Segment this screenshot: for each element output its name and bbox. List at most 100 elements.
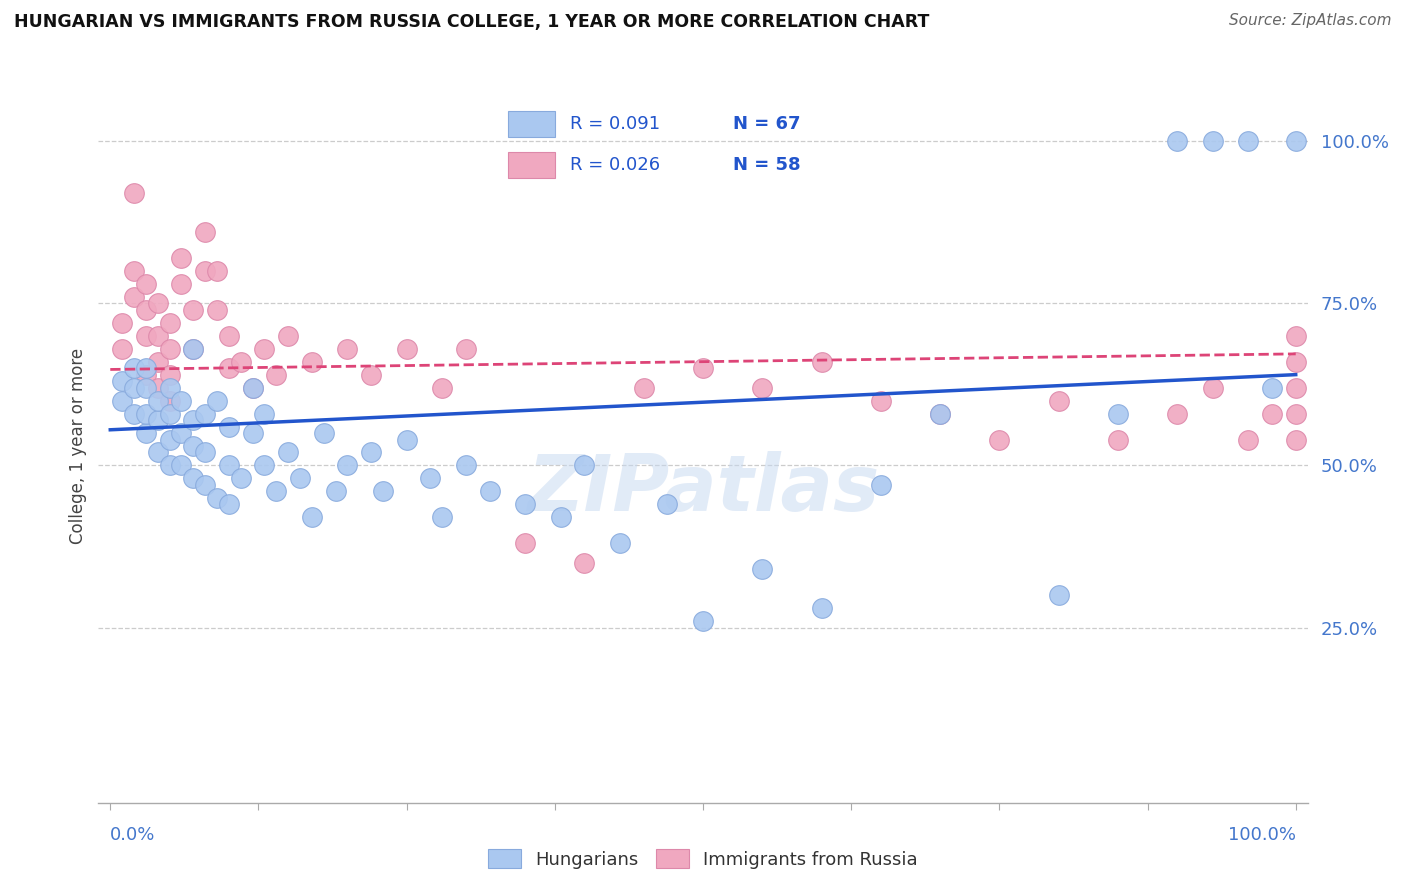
Point xyxy=(170,425,193,440)
Point xyxy=(657,497,679,511)
Point xyxy=(1237,433,1260,447)
Point xyxy=(159,458,181,473)
Point xyxy=(111,393,134,408)
Point xyxy=(194,264,217,278)
Point xyxy=(454,458,477,473)
Point xyxy=(360,445,382,459)
Y-axis label: College, 1 year or more: College, 1 year or more xyxy=(69,348,87,544)
Point xyxy=(432,381,454,395)
Point xyxy=(146,413,169,427)
Point xyxy=(692,614,714,628)
Point xyxy=(810,354,832,368)
Point xyxy=(312,425,335,440)
Point xyxy=(419,471,441,485)
Point xyxy=(574,556,596,570)
Point xyxy=(1285,354,1308,368)
Point xyxy=(609,536,631,550)
Point xyxy=(135,302,157,317)
Point xyxy=(242,425,264,440)
Point xyxy=(218,419,240,434)
Point xyxy=(135,407,157,421)
Point xyxy=(869,478,891,492)
Point xyxy=(288,471,311,485)
Point xyxy=(1285,381,1308,395)
Point xyxy=(218,361,240,376)
Point xyxy=(515,536,537,550)
Text: 0.0%: 0.0% xyxy=(110,825,156,844)
Point xyxy=(170,458,193,473)
Point xyxy=(1261,381,1284,395)
Point xyxy=(301,510,323,524)
Point xyxy=(229,354,252,368)
Point xyxy=(810,601,832,615)
Point xyxy=(135,425,157,440)
Point xyxy=(205,302,228,317)
Point xyxy=(242,381,264,395)
Point xyxy=(371,484,394,499)
Point xyxy=(454,342,477,356)
Text: HUNGARIAN VS IMMIGRANTS FROM RUSSIA COLLEGE, 1 YEAR OR MORE CORRELATION CHART: HUNGARIAN VS IMMIGRANTS FROM RUSSIA COLL… xyxy=(14,13,929,31)
Point xyxy=(218,458,240,473)
Point xyxy=(181,413,204,427)
Point xyxy=(181,439,204,453)
Point xyxy=(146,393,169,408)
Point xyxy=(395,342,418,356)
Point xyxy=(253,458,276,473)
Point xyxy=(181,302,204,317)
Point xyxy=(194,445,217,459)
Point xyxy=(253,342,276,356)
Point xyxy=(264,484,287,499)
Point xyxy=(111,342,134,356)
Point xyxy=(264,368,287,382)
Point xyxy=(1166,134,1188,148)
Point xyxy=(194,478,217,492)
Point xyxy=(1237,134,1260,148)
Point xyxy=(111,374,134,388)
Point xyxy=(751,562,773,576)
Point xyxy=(325,484,347,499)
Text: Source: ZipAtlas.com: Source: ZipAtlas.com xyxy=(1229,13,1392,29)
Point xyxy=(1285,433,1308,447)
Point xyxy=(135,328,157,343)
Point xyxy=(170,277,193,291)
Point xyxy=(988,433,1011,447)
Point xyxy=(135,381,157,395)
Point xyxy=(194,225,217,239)
Point xyxy=(146,445,169,459)
Point xyxy=(277,445,299,459)
Point xyxy=(122,361,145,376)
Point xyxy=(1202,381,1225,395)
Point xyxy=(478,484,501,499)
Point xyxy=(159,316,181,330)
Point xyxy=(218,328,240,343)
Point xyxy=(253,407,276,421)
Point xyxy=(205,393,228,408)
Point xyxy=(122,381,145,395)
Point xyxy=(1285,134,1308,148)
Text: ZIPatlas: ZIPatlas xyxy=(527,450,879,527)
Point xyxy=(181,342,204,356)
Point xyxy=(336,342,359,356)
Point xyxy=(574,458,596,473)
Point xyxy=(1107,433,1129,447)
Point xyxy=(1261,407,1284,421)
Point xyxy=(159,342,181,356)
Point xyxy=(111,316,134,330)
Point xyxy=(146,328,169,343)
Point xyxy=(170,393,193,408)
Point xyxy=(277,328,299,343)
Point xyxy=(159,433,181,447)
Point xyxy=(301,354,323,368)
Point xyxy=(146,381,169,395)
Point xyxy=(633,381,655,395)
Point xyxy=(929,407,952,421)
Legend: Hungarians, Immigrants from Russia: Hungarians, Immigrants from Russia xyxy=(481,842,925,876)
Point xyxy=(146,354,169,368)
Point xyxy=(1285,328,1308,343)
Point xyxy=(751,381,773,395)
Point xyxy=(122,186,145,200)
Point xyxy=(159,368,181,382)
Point xyxy=(692,361,714,376)
Point xyxy=(205,491,228,505)
Point xyxy=(1202,134,1225,148)
